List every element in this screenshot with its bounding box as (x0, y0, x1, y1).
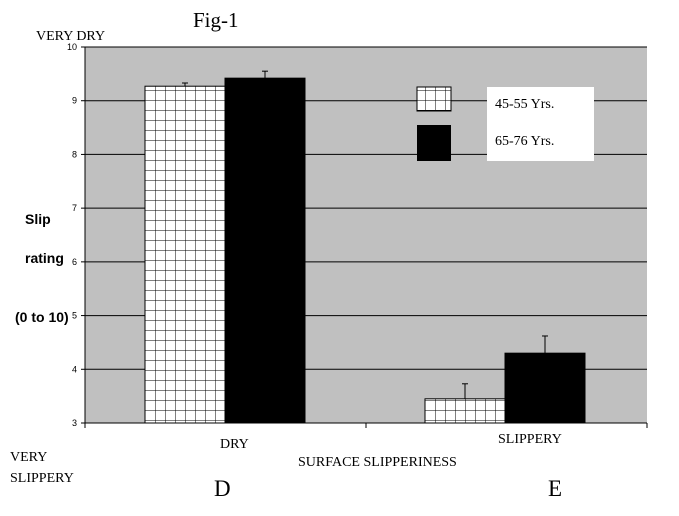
bars (144, 77, 586, 424)
error-bar-dry-1 (262, 70, 268, 79)
error-bar-slippery-1 (542, 335, 548, 354)
legend-box (487, 87, 594, 161)
y-tick-label-5: 5 (72, 311, 77, 321)
y-axis-label-line-1: Slip (25, 211, 51, 227)
legend-swatch-65-76 (417, 125, 451, 161)
panel-letter-e: E (548, 476, 562, 501)
y-tick-label-10: 10 (67, 42, 77, 52)
category-label-dry: DRY (220, 437, 249, 452)
bar-dry-65-76-yrs (224, 77, 306, 424)
y-tick-label-8: 8 (72, 149, 77, 159)
y-tick-label-4: 4 (72, 364, 77, 374)
y-axis-label-line-3: (0 to 10) (15, 309, 69, 325)
panel-letter-d: D (214, 476, 231, 501)
y-tick-label-3: 3 (72, 418, 77, 428)
figure-title: Fig-1 (193, 8, 239, 32)
legend-label-45-55: 45-55 Yrs. (495, 97, 554, 112)
bar-slippery-45-55-yrs (424, 398, 506, 424)
top-label: VERY DRY (36, 29, 105, 44)
bottom-label-line-1: VERY (10, 450, 47, 465)
bottom-label-line-2: SLIPPERY (10, 471, 74, 486)
y-tick-labels: 3 4 5 6 7 8 9 10 (67, 42, 77, 428)
x-axis-label: SURFACE SLIPPERINESS (298, 455, 457, 470)
y-axis-label-line-2: rating (25, 250, 64, 266)
error-bar-dry-0 (182, 82, 188, 87)
y-tick-label-9: 9 (72, 96, 77, 106)
error-bar-slippery-0 (462, 383, 468, 399)
bar-slippery-65-76-yrs (504, 352, 586, 424)
y-tick-label-7: 7 (72, 203, 77, 213)
bar-dry-45-55-yrs (144, 85, 226, 424)
y-tick-label-6: 6 (72, 257, 77, 267)
category-label-slippery: SLIPPERY (498, 432, 562, 447)
error-bars (182, 70, 548, 399)
legend-label-65-76: 65-76 Yrs. (495, 134, 554, 149)
legend-swatch-45-55 (416, 86, 452, 112)
